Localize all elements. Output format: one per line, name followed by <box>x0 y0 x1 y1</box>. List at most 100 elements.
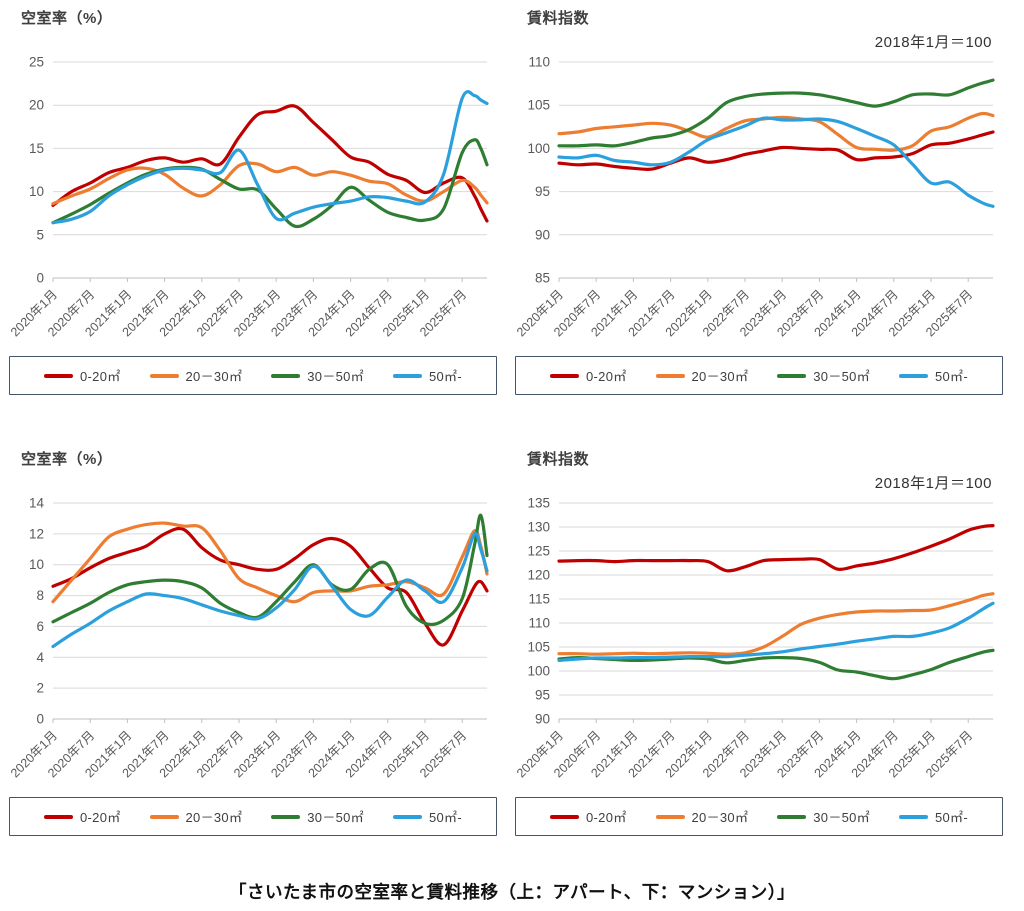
legend-swatch-green <box>271 814 301 819</box>
series-line-blue <box>51 531 489 649</box>
y-tick-label: 14 <box>29 496 45 511</box>
legend: 0-20㎡ 20－30㎡ 30－50㎡ 50㎡- <box>0 356 506 395</box>
chart-subtitle: 2018年1月＝100 <box>874 475 992 492</box>
legend-item-label: 50㎡- <box>935 369 968 384</box>
series-line-orange <box>51 161 489 206</box>
y-tick-label: 95 <box>535 688 550 703</box>
legend-item: 30－50㎡ <box>271 807 364 826</box>
legend-item-label: 30－50㎡ <box>307 369 364 384</box>
chart-title: 空室率（%） <box>21 451 113 468</box>
legend-item: 30－50㎡ <box>271 366 364 385</box>
legend-swatch-orange <box>149 814 179 819</box>
y-tick-label: 110 <box>528 616 550 631</box>
chart-apartment-vacancy: 空室率（%） 0 5 10 15 20 25 2020年1月 2020年7月 2021年1月 20… <box>0 0 506 395</box>
legend-box: 0-20㎡ 20－30㎡ 30－50㎡ 50㎡- <box>515 356 1003 395</box>
mansion-vacancy-plot: 024681012142020年1月2020年7月2021年1月2021年7月2… <box>8 496 489 780</box>
y-tick-label: 5 <box>36 227 44 242</box>
series-line-red <box>51 104 489 223</box>
legend-item: 20－30㎡ <box>149 807 243 826</box>
legend-item: 50㎡- <box>393 366 462 385</box>
legend-item: 20－30㎡ <box>655 366 749 385</box>
y-tick-label: 20 <box>29 98 44 113</box>
series-line-blue <box>557 116 995 208</box>
y-tick-label: 120 <box>527 568 550 583</box>
legend-item-label: 30－50㎡ <box>813 810 870 825</box>
legend-swatch-red <box>44 373 73 378</box>
legend-swatch-blue <box>899 373 928 378</box>
apartment-rent-index-plot: 8590951001051102020年1月2020年7月2021年1月2021… <box>514 55 995 339</box>
legend-item-label: 20－30㎡ <box>185 369 243 384</box>
legend-item: 0-20㎡ <box>550 807 627 826</box>
chart-subtitle <box>0 31 506 53</box>
y-tick-label: 85 <box>535 271 550 286</box>
y-tick-label: 2 <box>36 681 44 696</box>
legend-item-label: 20－30㎡ <box>691 810 749 825</box>
chart-mansion-vacancy: 空室率（%） 0 2 4 6 8 10 12 14 2020年1月 2020年7月 2021年1月 2… <box>0 441 506 836</box>
legend-item: 20－30㎡ <box>149 366 243 385</box>
y-tick-label: 90 <box>535 712 550 727</box>
series-line-green <box>557 648 995 681</box>
legend-item: 30－50㎡ <box>777 366 870 385</box>
legend-swatch-red <box>550 814 579 819</box>
y-tick-label: 130 <box>527 520 550 535</box>
y-tick-label: 100 <box>527 141 550 156</box>
legend-item-label: 30－50㎡ <box>307 810 364 825</box>
y-tick-label: 0 <box>36 712 44 727</box>
page-title: 「さいたま市の空室率と賃料推移（上：アパート、下：マンション）」 <box>228 882 796 902</box>
legend-item: 50㎡- <box>393 807 462 826</box>
legend-swatch-blue <box>393 814 422 819</box>
legend-item-label: 0-20㎡ <box>586 810 627 825</box>
legend-item: 0-20㎡ <box>44 807 121 826</box>
legend-item-label: 20－30㎡ <box>185 810 243 825</box>
charts-grid: 空室率（%） 0 5 10 15 20 25 2020年1月 2020年7月 2021年1月 20… <box>0 0 1012 836</box>
series-line-red <box>557 524 995 573</box>
y-tick-label: 6 <box>36 619 44 634</box>
legend-item-label: 30－50㎡ <box>813 369 870 384</box>
series-line-blue <box>557 601 995 662</box>
mansion-rent-index-plot: 90951001051101151201251301352020年1月2020年… <box>514 496 995 780</box>
y-tick-label: 0 <box>36 271 44 286</box>
y-tick-label: 15 <box>29 141 44 156</box>
series-line-red <box>557 130 995 172</box>
y-tick-label: 4 <box>36 650 44 665</box>
legend-swatch-blue <box>899 814 928 819</box>
series-line-blue <box>51 90 489 225</box>
legend-item-label: 50㎡- <box>429 810 462 825</box>
chart-apartment-rent-index: 賃料指数 2018年1月＝100 85 90 95 100 105 110 2020年1月 2… <box>506 0 1012 395</box>
series-line-orange <box>557 592 995 656</box>
chart-mansion-rent-index: 賃料指数 2018年1月＝100 90 95 100 105 110 115 120 125 1… <box>506 441 1012 836</box>
series-line-green <box>51 513 489 627</box>
legend-swatch-orange <box>655 814 685 819</box>
legend-swatch-green <box>777 373 807 378</box>
y-tick-label: 105 <box>527 98 550 113</box>
legend-item-label: 0-20㎡ <box>80 369 121 384</box>
legend-item: 50㎡- <box>899 807 968 826</box>
y-tick-label: 10 <box>29 557 44 572</box>
legend-item: 50㎡- <box>899 366 968 385</box>
legend-item-label: 0-20㎡ <box>80 810 121 825</box>
chart-title: 賃料指数 <box>527 451 590 468</box>
legend-item: 30－50㎡ <box>777 807 870 826</box>
series-line-green <box>51 138 489 229</box>
legend-box: 0-20㎡ 20－30㎡ 30－50㎡ 50㎡- <box>515 797 1003 836</box>
legend-swatch-red <box>44 814 73 819</box>
chart-title: 空室率（%） <box>21 10 113 27</box>
y-tick-label: 105 <box>527 640 550 655</box>
y-tick-label: 100 <box>527 664 550 679</box>
series-line-red <box>51 526 489 647</box>
legend-item: 0-20㎡ <box>44 366 121 385</box>
legend-item-label: 50㎡- <box>935 810 968 825</box>
y-tick-label: 115 <box>528 592 550 607</box>
legend-item: 20－30㎡ <box>655 807 749 826</box>
legend: 0-20㎡ 20－30㎡ 30－50㎡ 50㎡- <box>506 797 1012 836</box>
chart-subtitle <box>0 472 506 494</box>
y-tick-label: 8 <box>36 588 44 603</box>
series-line-green <box>557 78 995 148</box>
legend-item-label: 20－30㎡ <box>691 369 749 384</box>
legend-box: 0-20㎡ 20－30㎡ 30－50㎡ 50㎡- <box>9 356 497 395</box>
legend: 0-20㎡ 20－30㎡ 30－50㎡ 50㎡- <box>0 797 506 836</box>
series-line-orange <box>557 111 995 152</box>
legend-swatch-green <box>271 373 301 378</box>
legend-item: 0-20㎡ <box>550 366 627 385</box>
legend: 0-20㎡ 20－30㎡ 30－50㎡ 50㎡- <box>506 356 1012 395</box>
